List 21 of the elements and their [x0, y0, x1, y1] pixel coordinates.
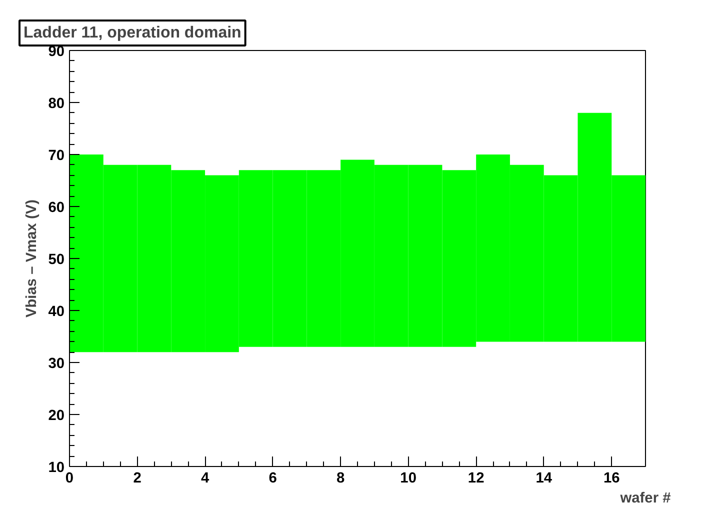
y-tick-label: 60 [48, 200, 65, 216]
x-tick-label: 0 [65, 470, 74, 486]
y-tick-label: 40 [48, 304, 65, 320]
x-tick-label: 14 [536, 470, 553, 486]
y-tick-label: 30 [48, 356, 65, 372]
x-tick-label: 2 [133, 470, 142, 486]
y-tick-label: 10 [48, 460, 65, 476]
x-axis-title: wafer # [619, 490, 671, 506]
x-tick-label: 16 [603, 470, 620, 486]
x-tick-label: 8 [336, 470, 345, 486]
x-tick-label: 12 [468, 470, 484, 486]
y-axis-title: Vbias – Vmax (V) [24, 199, 40, 318]
x-tick-label: 10 [400, 470, 416, 486]
y-tick-label: 70 [48, 148, 65, 164]
x-tick-label: 4 [200, 470, 210, 486]
y-tick-label: 90 [48, 44, 65, 60]
x-tick-label: 6 [268, 470, 277, 486]
y-tick-label: 20 [48, 408, 65, 424]
y-tick-label: 50 [48, 252, 65, 268]
y-tick-label: 80 [48, 96, 65, 112]
chart-title: Ladder 11, operation domain [24, 24, 242, 42]
